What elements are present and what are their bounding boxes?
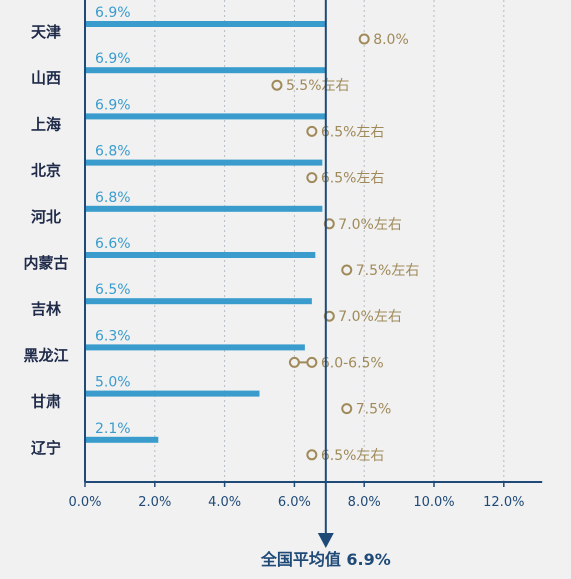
bar-value-label: 6.8% — [95, 144, 131, 160]
target-label: 6.5%左右 — [321, 448, 385, 464]
category-label: 上海 — [31, 115, 61, 133]
bar — [85, 298, 312, 305]
bar — [85, 390, 260, 397]
target-marker — [323, 218, 335, 230]
category-label: 吉林 — [31, 300, 62, 318]
target-label: 6.5%左右 — [321, 171, 385, 187]
category-label: 黑龙江 — [23, 346, 68, 364]
bar — [85, 252, 316, 258]
target-label: 7.0%左右 — [338, 217, 402, 233]
x-tick-label: 12.0% — [483, 495, 524, 510]
x-tick-label: 8.0% — [348, 495, 381, 510]
bar — [85, 205, 323, 212]
target-label: 7.5%左右 — [356, 263, 420, 279]
category-label: 甘肃 — [31, 393, 61, 411]
bar-value-label: 6.5% — [95, 282, 131, 298]
target-label: 5.5%左右 — [286, 78, 350, 94]
bar — [85, 21, 326, 27]
category-label: 河北 — [31, 208, 61, 226]
bar — [85, 436, 159, 443]
category-label: 北京 — [31, 162, 61, 180]
average-arrow — [317, 533, 334, 548]
x-tick-label: 6.0% — [278, 495, 311, 510]
target-marker — [306, 356, 318, 368]
bar — [85, 159, 323, 166]
bar — [85, 113, 326, 120]
category-label: 天津 — [31, 23, 61, 41]
x-tick-label: 2.0% — [138, 495, 171, 510]
category-label: 山西 — [31, 69, 61, 87]
bar — [85, 344, 305, 351]
target-marker — [271, 79, 283, 91]
target-label: 7.0%左右 — [338, 309, 402, 325]
bar-value-label: 6.9% — [95, 97, 131, 113]
target-label: 8.0% — [373, 32, 409, 48]
target-label: 6.0-6.5% — [321, 355, 384, 371]
bar-value-label: 2.1% — [95, 421, 131, 437]
target-marker — [323, 310, 335, 322]
target-label: 6.5%左右 — [321, 124, 385, 140]
bar-value-label: 6.9% — [95, 5, 131, 21]
bar-value-label: 5.0% — [95, 375, 131, 391]
target-marker — [341, 264, 353, 276]
category-label: 内蒙古 — [23, 254, 68, 272]
target-marker — [288, 356, 300, 368]
average-label: 全国平均值 6.9% — [260, 550, 391, 569]
target-marker — [341, 403, 353, 415]
bar — [85, 67, 326, 74]
bar-value-label: 6.8% — [95, 190, 131, 206]
target-marker — [306, 125, 318, 137]
target-marker — [306, 449, 318, 461]
target-marker — [306, 172, 318, 184]
x-tick-label: 4.0% — [208, 495, 241, 510]
bar-value-label: 6.6% — [95, 236, 131, 252]
target-label: 7.5% — [356, 402, 392, 418]
x-tick-label: 10.0% — [413, 495, 454, 510]
category-label: 辽宁 — [31, 439, 61, 457]
x-tick-label: 0.0% — [68, 495, 101, 510]
bar-value-label: 6.9% — [95, 51, 131, 67]
target-marker — [358, 33, 370, 45]
bar-value-label: 6.3% — [95, 328, 131, 344]
